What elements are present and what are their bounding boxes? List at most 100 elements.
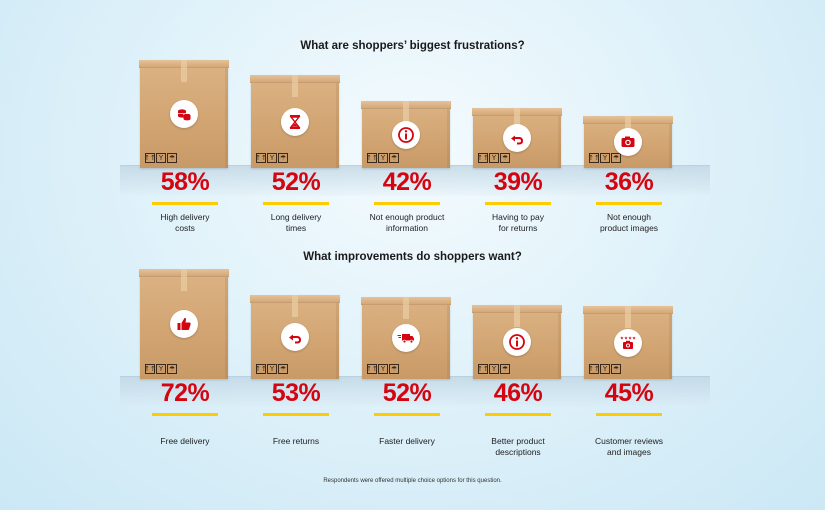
bar-box-not-enough-product-images: ↑↑ Y ☂ bbox=[583, 116, 673, 168]
value-label-high-delivery-costs: 58% bbox=[160, 168, 210, 196]
keep-dry-icon: ☂ bbox=[611, 153, 621, 163]
value-underline bbox=[374, 413, 440, 416]
handling-marks: ↑↑ Y ☂ bbox=[366, 364, 399, 374]
value-underline bbox=[596, 202, 662, 205]
value-label-free-delivery: 72% bbox=[160, 379, 210, 407]
value-underline bbox=[485, 202, 551, 205]
this-way-up-icon: ↑↑ bbox=[588, 153, 600, 163]
keep-dry-icon: ☂ bbox=[389, 364, 399, 374]
bar-box-long-delivery-times: ↑↑ Y ☂ bbox=[250, 75, 340, 168]
handling-marks: ↑↑ Y ☂ bbox=[588, 364, 621, 374]
handling-marks: ↑↑ Y ☂ bbox=[477, 364, 510, 374]
fragile-icon: Y bbox=[156, 364, 166, 374]
category-label-faster-delivery: Faster delivery bbox=[379, 436, 435, 446]
category-label-not-enough-product-images: Not enough product images bbox=[599, 212, 659, 233]
thumbs-up-icon bbox=[170, 310, 198, 338]
bar-box-having-to-pay-for-returns: ↑↑ Y ☂ bbox=[472, 108, 562, 168]
handling-marks: ↑↑ Y ☂ bbox=[477, 153, 510, 163]
box-tape bbox=[625, 116, 631, 138]
box-tape bbox=[403, 297, 409, 319]
star-camera-icon: ★★★★ bbox=[614, 329, 642, 357]
hourglass-icon bbox=[281, 108, 309, 136]
category-label-high-delivery-costs: High delivery costs bbox=[160, 212, 210, 233]
delivery-truck-icon bbox=[392, 324, 420, 352]
box-tape bbox=[514, 108, 520, 130]
fragile-icon: Y bbox=[600, 153, 610, 163]
category-label-free-returns: Free returns bbox=[272, 436, 320, 446]
svg-text:★★★★: ★★★★ bbox=[620, 336, 636, 342]
bar-box-better-product-descriptions: ↑↑ Y ☂ bbox=[472, 305, 562, 379]
this-way-up-icon: ↑↑ bbox=[477, 153, 489, 163]
bar-box-faster-delivery: ↑↑ Y ☂ bbox=[361, 297, 451, 379]
fragile-icon: Y bbox=[378, 153, 388, 163]
value-underline bbox=[263, 202, 329, 205]
handling-marks: ↑↑ Y ☂ bbox=[588, 153, 621, 163]
value-label-faster-delivery: 52% bbox=[382, 379, 432, 407]
chart-title-improvements: What improvements do shoppers want? bbox=[303, 251, 522, 263]
fragile-icon: Y bbox=[600, 364, 610, 374]
value-label-not-enough-product-information: 42% bbox=[382, 168, 432, 196]
keep-dry-icon: ☂ bbox=[389, 153, 399, 163]
keep-dry-icon: ☂ bbox=[278, 153, 288, 163]
category-label-customer-reviews-and-images: Customer reviews and images bbox=[594, 436, 664, 457]
fragile-icon: Y bbox=[489, 364, 499, 374]
this-way-up-icon: ↑↑ bbox=[144, 153, 156, 163]
category-label-having-to-pay-for-returns: Having to pay for returns bbox=[492, 212, 544, 233]
this-way-up-icon: ↑↑ bbox=[255, 153, 267, 163]
handling-marks: ↑↑ Y ☂ bbox=[255, 364, 288, 374]
coins-icon bbox=[170, 100, 198, 128]
this-way-up-icon: ↑↑ bbox=[588, 364, 600, 374]
this-way-up-icon: ↑↑ bbox=[477, 364, 489, 374]
handling-marks: ↑↑ Y ☂ bbox=[255, 153, 288, 163]
fragile-icon: Y bbox=[267, 153, 277, 163]
value-underline bbox=[485, 413, 551, 416]
box-tape bbox=[292, 295, 298, 317]
keep-dry-icon: ☂ bbox=[500, 364, 510, 374]
box-tape bbox=[181, 60, 187, 82]
value-label-better-product-descriptions: 46% bbox=[493, 379, 543, 407]
keep-dry-icon: ☂ bbox=[167, 364, 177, 374]
value-label-having-to-pay-for-returns: 39% bbox=[493, 168, 543, 196]
value-label-long-delivery-times: 52% bbox=[271, 168, 321, 196]
fragile-icon: Y bbox=[267, 364, 277, 374]
this-way-up-icon: ↑↑ bbox=[366, 364, 378, 374]
handling-marks: ↑↑ Y ☂ bbox=[144, 364, 177, 374]
box-tape bbox=[514, 305, 520, 327]
value-label-customer-reviews-and-images: 45% bbox=[604, 379, 654, 407]
bar-box-free-delivery: ↑↑ Y ☂ bbox=[139, 269, 229, 379]
chart-title-frustrations: What are shoppers’ biggest frustrations? bbox=[300, 40, 525, 52]
bar-box-not-enough-product-information: ↑↑ Y ☂ bbox=[361, 101, 451, 168]
return-arrow-icon bbox=[281, 323, 309, 351]
category-label-not-enough-product-information: Not enough product information bbox=[369, 212, 445, 233]
value-label-free-returns: 53% bbox=[271, 379, 321, 407]
fragile-icon: Y bbox=[378, 364, 388, 374]
handling-marks: ↑↑ Y ☂ bbox=[144, 153, 177, 163]
camera-icon bbox=[614, 128, 642, 156]
value-underline bbox=[152, 202, 218, 205]
keep-dry-icon: ☂ bbox=[500, 153, 510, 163]
value-label-not-enough-product-images: 36% bbox=[604, 168, 654, 196]
this-way-up-icon: ↑↑ bbox=[255, 364, 267, 374]
footnote: Respondents were offered multiple choice… bbox=[323, 478, 502, 484]
box-tape bbox=[625, 306, 631, 328]
value-underline bbox=[263, 413, 329, 416]
fragile-icon: Y bbox=[489, 153, 499, 163]
this-way-up-icon: ↑↑ bbox=[144, 364, 156, 374]
value-underline bbox=[596, 413, 662, 416]
info-icon bbox=[392, 121, 420, 149]
box-tape bbox=[292, 75, 298, 97]
category-label-long-delivery-times: Long delivery times bbox=[270, 212, 322, 233]
info-icon bbox=[503, 328, 531, 356]
value-underline bbox=[374, 202, 440, 205]
return-arrow-icon bbox=[503, 124, 531, 152]
value-underline bbox=[152, 413, 218, 416]
box-tape bbox=[181, 269, 187, 291]
this-way-up-icon: ↑↑ bbox=[366, 153, 378, 163]
category-label-better-product-descriptions: Better product descriptions bbox=[491, 436, 545, 457]
fragile-icon: Y bbox=[156, 153, 166, 163]
bar-box-customer-reviews-and-images: ↑↑ Y ☂ ★★★★ bbox=[583, 306, 673, 379]
category-label-free-delivery: Free delivery bbox=[160, 436, 210, 446]
keep-dry-icon: ☂ bbox=[278, 364, 288, 374]
keep-dry-icon: ☂ bbox=[611, 364, 621, 374]
bar-box-high-delivery-costs: ↑↑ Y ☂ bbox=[139, 60, 229, 168]
